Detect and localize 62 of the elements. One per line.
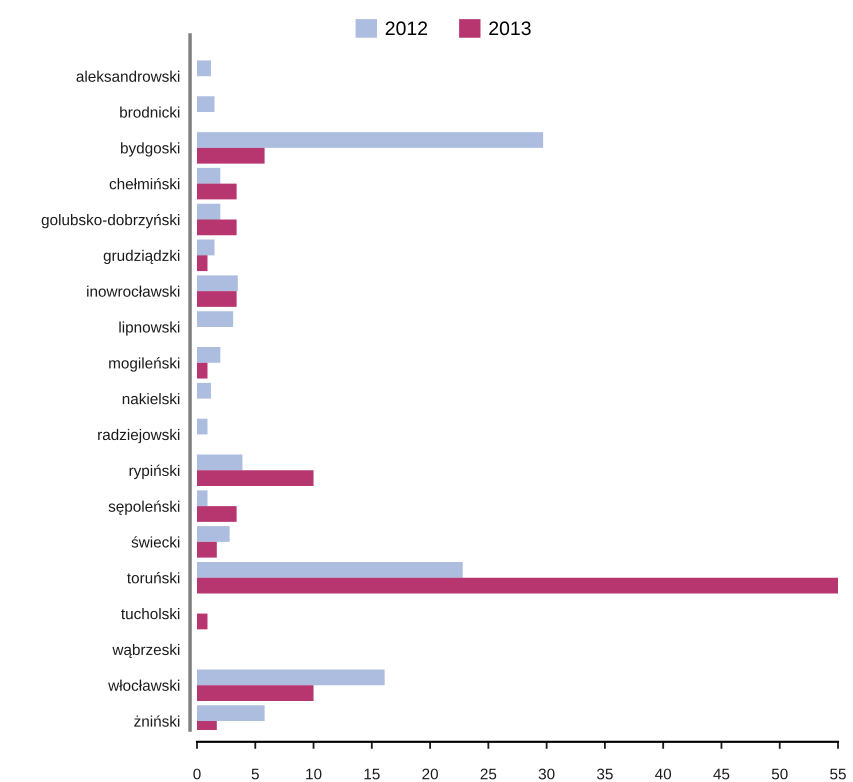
bar [197,418,208,434]
bar [197,60,211,76]
bar [197,275,238,292]
bar [197,148,265,164]
bar [197,669,385,686]
x-tick-label: 45 [713,768,730,780]
bar [197,204,220,220]
bar [197,490,208,506]
bar [197,526,230,542]
bar [197,219,237,236]
y-tick-label: nakielski [122,393,180,404]
bar [197,132,544,148]
bar [197,542,217,558]
bar [197,362,208,379]
y-tick-label: golubsko-dobrzyński [42,214,180,228]
bar [197,291,237,307]
y-tick-label: bydgoski [121,142,180,157]
y-tick-label: grudziądzki [104,250,180,264]
y-tick-label: mogileński [109,357,180,372]
y-tick-label: sępoleński [108,500,180,515]
y-tick-label: świecki [132,536,180,548]
x-tick-label: 5 [252,768,259,780]
bar [197,562,463,578]
y-tick-label: rypiński [130,464,180,480]
bar [197,168,220,184]
y-tick-label: tucholski [121,608,180,620]
bar [197,382,211,399]
legend-label: 2013 [489,21,531,36]
y-tick-label: chełmiński [110,178,180,190]
x-tick-label: 15 [364,768,380,780]
y-tick-label: lipnowski [119,321,180,336]
y-tick-label: włocławski [108,680,180,691]
y-tick-label: wąbrzeski [112,644,180,658]
bar [197,347,220,363]
y-tick-label: brodnicki [120,106,180,118]
x-tick-label: 25 [480,768,496,780]
bar [197,240,214,256]
x-tick-label: 55 [830,768,846,780]
y-tick-label: radziejowski [98,428,180,444]
bar [197,96,214,112]
legend-label: 2012 [386,21,428,36]
x-tick-label: 10 [306,768,322,780]
bar [197,578,838,594]
bar [197,470,314,486]
bar [197,184,237,200]
bar [197,705,265,722]
x-tick-label: 30 [538,768,555,780]
y-tick-label: inowrocławski [87,286,180,297]
bar [197,506,237,522]
bar [197,454,242,470]
x-tick-label: 40 [655,768,672,780]
x-tick-label: 50 [772,768,788,780]
x-tick-label: 35 [596,768,613,780]
y-tick-label: żniński [134,715,180,727]
y-tick-label: aleksandrowski [76,70,180,82]
bar [197,685,314,701]
x-tick-label: 0 [193,768,201,780]
bar [197,255,208,272]
bar [197,311,234,327]
bar [197,614,208,630]
y-tick-label: toruński [127,572,180,584]
x-tick-label: 20 [422,768,438,780]
